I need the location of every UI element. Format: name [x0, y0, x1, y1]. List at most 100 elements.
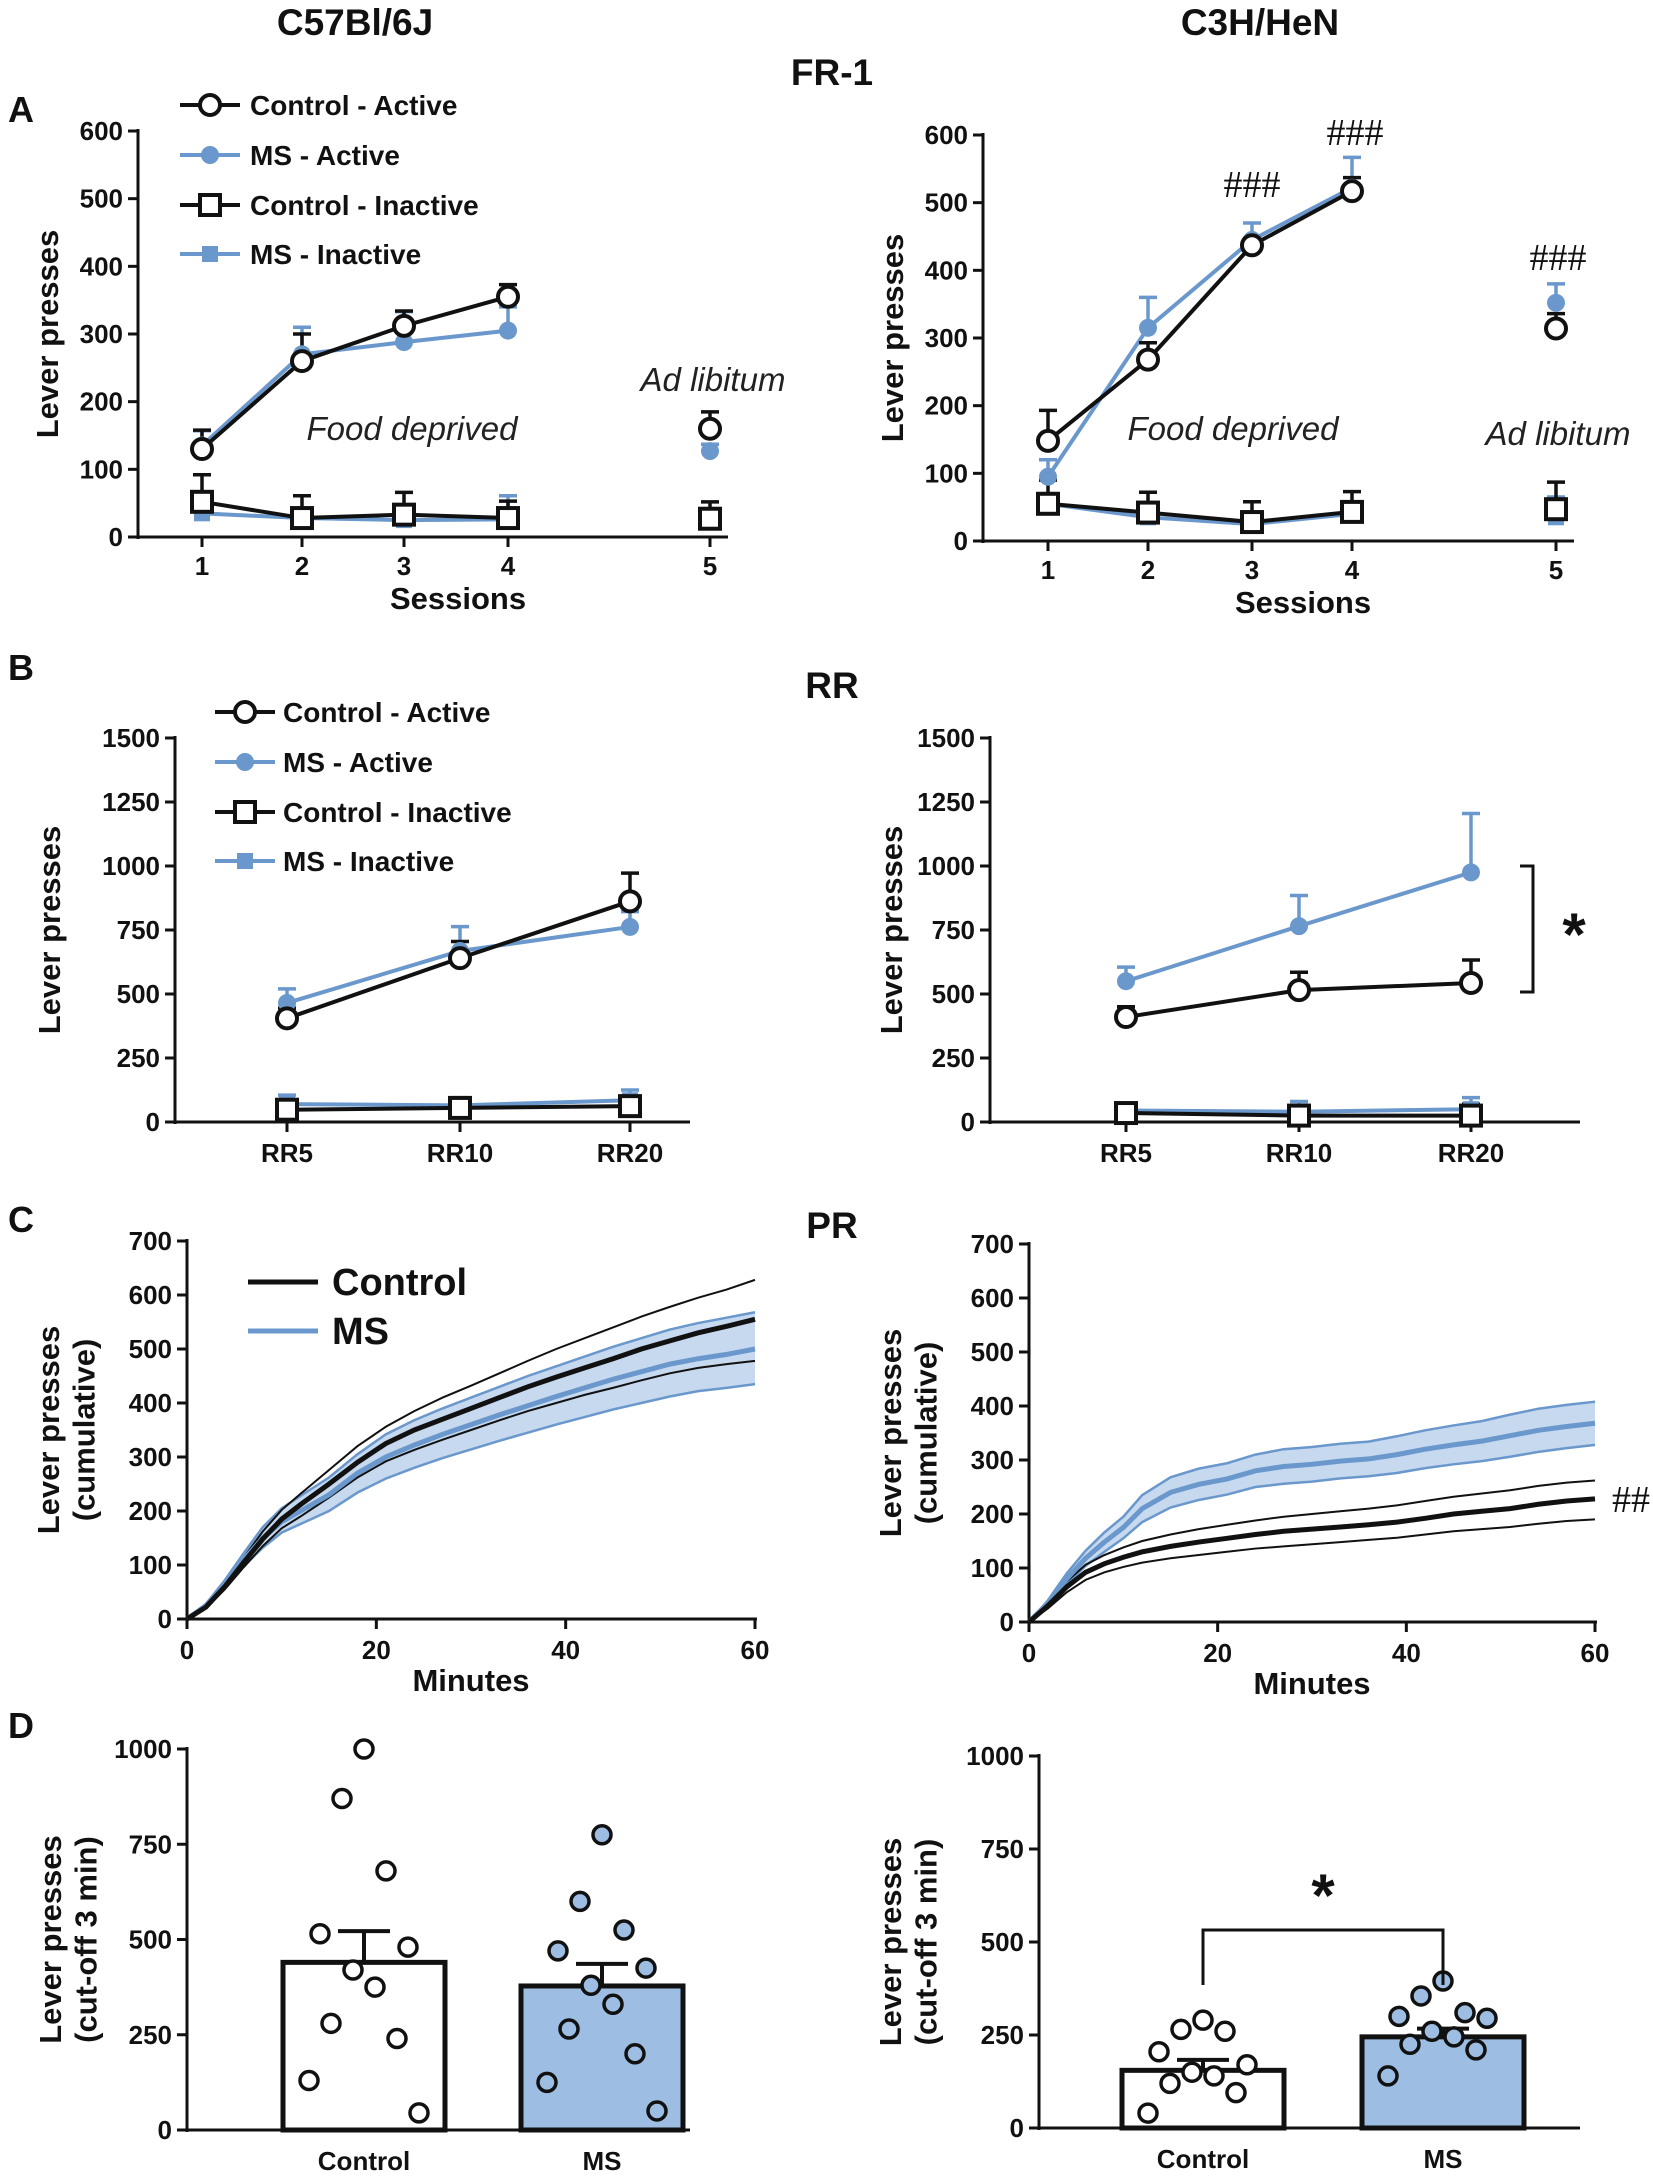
y-tick-label: 1000	[114, 1734, 172, 1764]
y-tick-label: 250	[932, 1043, 975, 1073]
y-tick-label: 500	[932, 979, 975, 1009]
data-point-ms-active	[1462, 863, 1480, 882]
data-point-control-active	[1340, 179, 1364, 204]
legend-item-ms-active: MS - Active	[215, 747, 433, 778]
significance-star: *	[1562, 901, 1586, 968]
data-point-control	[408, 2102, 430, 2124]
control-lower-line	[1028, 1518, 1596, 1623]
x-axis-title: Sessions	[390, 581, 526, 616]
y-tick-label: 750	[117, 915, 160, 945]
y-tick-label: 500	[80, 184, 123, 214]
y-tick-label: 300	[80, 319, 123, 349]
control-mean-line	[1027, 1496, 1596, 1624]
data-point-control	[1203, 2065, 1225, 2087]
y-tick-label: 250	[981, 2020, 1024, 2050]
y-tick-label: 500	[971, 1337, 1014, 1367]
x-tick-label: 1	[1041, 555, 1055, 585]
data-point-control-inactive	[698, 506, 722, 531]
y-tick-label: 0	[961, 1107, 975, 1137]
data-point-control-inactive	[496, 506, 520, 531]
data-point-control	[342, 1959, 364, 1981]
data-point-control	[1137, 2102, 1159, 2124]
significance-label: ##	[1612, 1479, 1650, 1521]
data-point-control-active	[392, 313, 416, 338]
chart-pr-c57: 0 100 200 300 400 500 600 700 0 20 40 60 Minutes Leve…	[31, 1226, 770, 1698]
significance-bracket	[1201, 1928, 1445, 1985]
legend-item-control-inactive: Control - Inactive	[215, 797, 512, 828]
x-tick-label: 1	[195, 551, 209, 581]
y-axis-title: Lever presses(cumulative)	[873, 1329, 944, 1538]
legend-rr: Control - Active MS - Active Control - I…	[215, 697, 512, 877]
chart-rr-c3h: 0 250 500 750 1000 1250 1500 RR5 RR10 RR20 Lever p…	[874, 723, 1580, 1168]
data-point-ms	[580, 1974, 602, 1996]
x-tick-label: 40	[551, 1635, 580, 1665]
annotation-ad-libitum: Ad libitum	[1484, 415, 1631, 452]
data-point-control	[353, 1738, 375, 1760]
data-point-control-active	[1459, 970, 1483, 995]
y-tick-label: 750	[981, 1834, 1024, 1864]
y-tick-label: 500	[129, 1925, 172, 1955]
data-point-control-inactive	[618, 1094, 642, 1119]
data-point-ms-active	[1547, 293, 1565, 312]
y-tick-label: 1250	[917, 787, 975, 817]
panel-letter-d: D	[8, 1705, 34, 1746]
data-point-control-active	[1544, 316, 1568, 341]
x-tick-label: Control	[318, 2146, 410, 2176]
data-point-control-inactive	[1114, 1101, 1138, 1126]
x-tick-label: RR20	[1438, 1138, 1504, 1168]
y-tick-label: 600	[925, 120, 968, 150]
x-axis-title: Minutes	[1253, 1666, 1370, 1701]
control-lower-line	[186, 1359, 756, 1620]
annotation-food-deprived: Food deprived	[307, 410, 520, 447]
x-tick-label: 2	[295, 551, 309, 581]
ms-sem-band	[1029, 1401, 1595, 1622]
data-point-control	[1214, 2020, 1236, 2043]
x-axis-title: Minutes	[412, 1663, 529, 1698]
y-tick-label: 200	[129, 1496, 172, 1526]
data-point-ms-active	[1039, 467, 1057, 486]
legend-item-ms-active: MS - Active	[180, 140, 400, 171]
y-axis-title: Lever presses(cut-off 3 min)	[33, 1835, 104, 2044]
data-point-ms	[1388, 2005, 1410, 2028]
y-tick-label: 250	[129, 2020, 172, 2050]
data-point-ms	[536, 2071, 558, 2094]
x-tick-label: 20	[362, 1635, 391, 1665]
ms-lower-line	[1028, 1443, 1596, 1623]
y-tick-label: 500	[981, 1927, 1024, 1957]
y-axis-title: Lever presses	[874, 826, 909, 1035]
data-point-ms	[558, 2018, 580, 2040]
data-point-control	[331, 1787, 353, 1810]
y-tick-label: 500	[117, 979, 160, 1009]
significance-label: ###	[1327, 112, 1384, 154]
y-axis-title: Lever presses	[875, 234, 910, 443]
data-point-control	[375, 1860, 397, 1882]
data-point-ms	[1399, 2033, 1421, 2056]
data-point-control-active	[448, 946, 472, 971]
data-point-ms	[1421, 2020, 1443, 2043]
data-point-control	[1236, 2054, 1258, 2076]
data-point-control-active	[190, 437, 214, 462]
y-tick-label: 0	[158, 2115, 172, 2145]
y-tick-label: 200	[971, 1499, 1014, 1529]
y-tick-label: 0	[109, 522, 123, 552]
x-tick-label: 40	[1392, 1638, 1421, 1668]
data-point-ms	[646, 2100, 668, 2122]
y-tick-label: 300	[971, 1445, 1014, 1475]
y-tick-label: 0	[954, 526, 968, 556]
x-tick-label: RR10	[427, 1138, 493, 1168]
y-tick-label: 100	[129, 1550, 172, 1580]
data-point-control-active	[1036, 428, 1060, 453]
y-tick-label: 1000	[917, 851, 975, 881]
legend-item-ms: MS	[248, 1311, 389, 1353]
legend-label: Control - Inactive	[250, 190, 479, 221]
legend-label: Control - Active	[250, 90, 457, 121]
y-tick-label: 500	[925, 188, 968, 218]
data-point-control	[364, 1976, 386, 1998]
series-line-control-inactive	[201, 499, 509, 521]
annotation-ad-libitum: Ad libitum	[639, 361, 786, 398]
y-tick-label: 1250	[102, 787, 160, 817]
series-line-control-inactive	[1047, 501, 1353, 525]
y-tick-label: 100	[80, 454, 123, 484]
data-point-ms	[1454, 2001, 1476, 2024]
y-tick-label: 700	[129, 1226, 172, 1256]
